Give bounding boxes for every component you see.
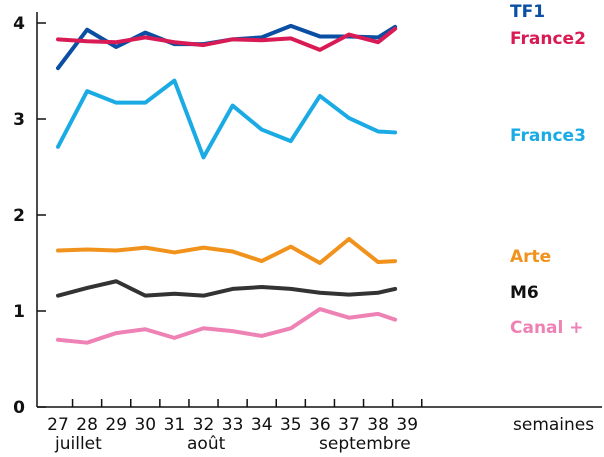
- series-label-arte: Arte: [510, 247, 551, 267]
- x-tick-label: 38: [367, 415, 389, 435]
- x-ticks: 27 28 29 30 31 32 33 34 35 36 37 38 39: [47, 399, 423, 435]
- series-label-m6: M6: [510, 283, 539, 303]
- x-tick-label: 30: [134, 415, 156, 435]
- y-tick-label: 4: [13, 14, 25, 34]
- month-label-aout: août: [187, 434, 226, 454]
- series-line-tf1: [56, 23, 398, 71]
- series-label-france3: France3: [510, 126, 586, 146]
- series-line-canal: [56, 307, 398, 345]
- month-label-septembre: septembre: [319, 434, 411, 454]
- x-axis-title: semaines: [513, 415, 594, 435]
- x-tick-label: 29: [105, 415, 127, 435]
- x-tick-label: 28: [76, 415, 98, 435]
- y-tick-label: 2: [13, 206, 25, 226]
- series-lines: [56, 23, 398, 345]
- x-tick-label: 33: [222, 415, 244, 435]
- x-tick-label: 27: [47, 415, 69, 435]
- x-tick-label: 31: [164, 415, 186, 435]
- y-tick-label: 3: [13, 110, 25, 130]
- series-line-arte: [56, 237, 398, 265]
- series-labels: TF1 France2 France3 Arte M6 Canal +: [510, 2, 586, 338]
- x-tick-label: 35: [280, 415, 302, 435]
- x-tick-label: 32: [193, 415, 215, 435]
- x-tick-label: 37: [338, 415, 360, 435]
- x-tick-label: 36: [309, 415, 331, 435]
- series-line-france3: [56, 78, 398, 160]
- series-line-m6: [56, 279, 398, 298]
- y-ticks: 0 1 2 3 4: [13, 14, 46, 418]
- y-tick-label: 1: [13, 302, 25, 322]
- series-label-tf1: TF1: [510, 2, 545, 22]
- series-line-france2: [56, 26, 398, 52]
- chart-axes: [36, 12, 602, 408]
- x-tick-label: 34: [251, 415, 273, 435]
- month-label-juillet: juillet: [54, 434, 102, 454]
- series-label-canal: Canal +: [510, 318, 584, 338]
- series-label-france2: France2: [510, 29, 586, 49]
- y-tick-label: 0: [13, 398, 25, 418]
- x-tick-label: 39: [396, 415, 418, 435]
